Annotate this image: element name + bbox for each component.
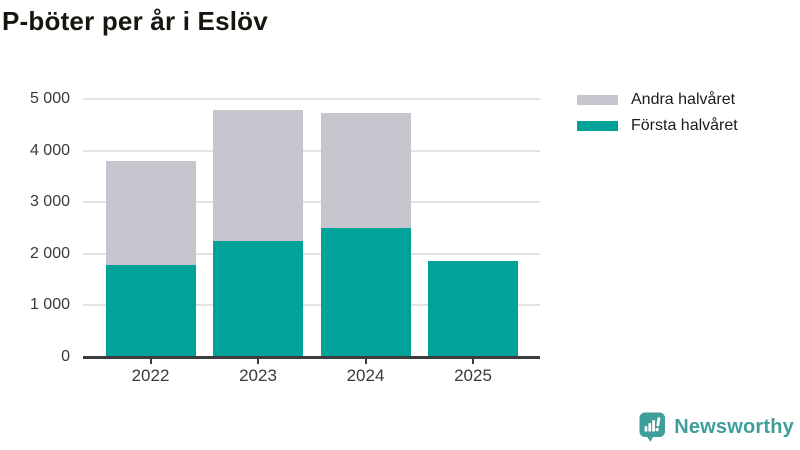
y-axis-tick-label: 0 [61, 348, 70, 365]
bar-segment-andra-2024 [320, 112, 411, 228]
bar-segment-första-2023 [213, 241, 303, 357]
bar-segment-första-2024 [320, 228, 411, 357]
x-axis-tick [257, 358, 259, 364]
x-axis-tick [149, 358, 152, 364]
newsworthy-logo-icon [639, 412, 666, 443]
y-axis-tick-label: 2 000 [29, 244, 70, 262]
logo-bar-small [644, 426, 648, 432]
gridline [83, 98, 540, 100]
logo-bar-medium [648, 423, 652, 432]
newsworthy-logo[interactable]: Newsworthy [639, 412, 794, 443]
chart-title: P-böter per år i Eslöv [2, 6, 268, 36]
y-axis-tick-label: 5 000 [29, 90, 70, 107]
y-axis-tick-label: 3 000 [29, 193, 70, 211]
x-axis-tick [364, 358, 367, 364]
bar-segment-första-2025 [428, 261, 518, 357]
x-axis-tick-label: 2024 [346, 366, 385, 385]
gridline [83, 201, 540, 204]
legend-swatch [577, 120, 618, 131]
legend-item: Andra halvåret [577, 90, 738, 109]
bar-segment-andra-2022 [105, 161, 196, 265]
y-axis-tick-label: 4 000 [29, 141, 70, 159]
gridline [83, 304, 540, 307]
bar-segment-första-2022 [105, 264, 196, 357]
bar-segment-andra-2023 [213, 110, 303, 242]
legend: Andra halvåret Första halvåret [577, 90, 738, 135]
x-axis-tick-label: 2022 [131, 366, 170, 385]
legend-label: Andra halvåret [631, 90, 736, 108]
y-axis-tick-label: 1 000 [29, 296, 70, 314]
legend-swatch [577, 94, 618, 105]
logo-exclamation [655, 417, 661, 432]
legend-label: Första halvåret [631, 116, 738, 134]
gridline [83, 149, 540, 152]
x-axis-tick [472, 358, 474, 364]
x-axis-tick-label: 2023 [239, 366, 277, 385]
gridline [83, 252, 540, 255]
x-axis-tick-label: 2025 [454, 366, 492, 385]
logo-bar-large [652, 420, 656, 432]
legend-item: Första halvåret [577, 116, 738, 135]
newsworthy-logo-text: Newsworthy [674, 416, 794, 438]
x-axis-line [83, 356, 540, 359]
